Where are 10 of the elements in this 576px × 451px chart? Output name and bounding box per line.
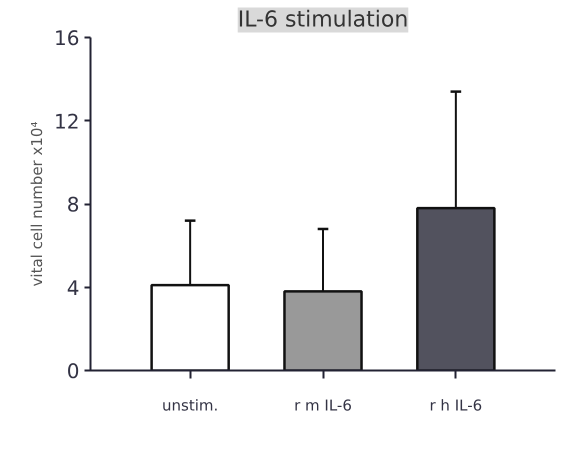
y-tick-label: 4 bbox=[66, 276, 80, 300]
y-tick-label: 0 bbox=[66, 359, 80, 383]
y-tick-label: 8 bbox=[66, 192, 80, 216]
x-tick-label: r m IL-6 bbox=[294, 396, 352, 414]
chart-title: IL-6 stimulation bbox=[238, 8, 408, 32]
x-tick-label: unstim. bbox=[162, 396, 218, 414]
y-tick-label: 16 bbox=[54, 26, 80, 50]
y-tick-label: 12 bbox=[54, 109, 80, 134]
x-tick-label: r h IL-6 bbox=[430, 396, 482, 414]
y-axis-title: vital cell number x10⁴ bbox=[28, 122, 46, 286]
